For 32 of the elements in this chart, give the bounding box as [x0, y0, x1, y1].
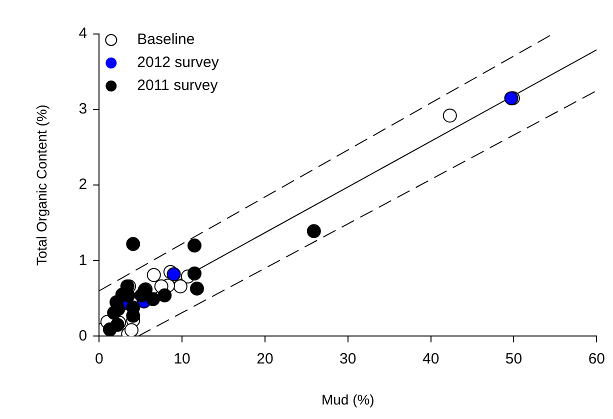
y-tick-label: 4 — [78, 25, 88, 42]
point — [188, 238, 202, 253]
point — [173, 279, 188, 294]
x-tick-label: 20 — [256, 350, 274, 368]
x-tick-label: 30 — [340, 350, 356, 368]
point — [107, 306, 122, 320]
point — [146, 268, 161, 282]
y-tick-label: 0 — [78, 327, 88, 344]
point — [158, 288, 172, 302]
point — [190, 282, 204, 296]
point — [102, 322, 117, 336]
x-tick-label: 10 — [174, 350, 190, 368]
legend-label: Baseline — [137, 31, 195, 48]
legend-label: 2012 survey — [137, 54, 220, 72]
point — [126, 237, 140, 252]
legend-label: 2011 survey — [137, 77, 218, 94]
x-tick-label: 0 — [94, 350, 104, 368]
y-tick-label: 1 — [78, 252, 88, 269]
y-axis-title: Total Organic Content (%) — [33, 104, 50, 266]
point — [188, 266, 202, 280]
x-tick-label: 40 — [422, 350, 440, 368]
point — [146, 292, 160, 306]
point — [442, 108, 457, 123]
point — [306, 224, 321, 238]
x-tick-label: 50 — [505, 350, 522, 368]
point — [124, 323, 138, 336]
x-axis-title: Mud (%) — [321, 391, 374, 408]
point — [134, 288, 148, 302]
point — [166, 267, 181, 282]
x-tick-label: 60 — [588, 350, 605, 368]
y-tick-label: 3 — [78, 100, 88, 118]
y-tick-label: 2 — [78, 176, 88, 194]
